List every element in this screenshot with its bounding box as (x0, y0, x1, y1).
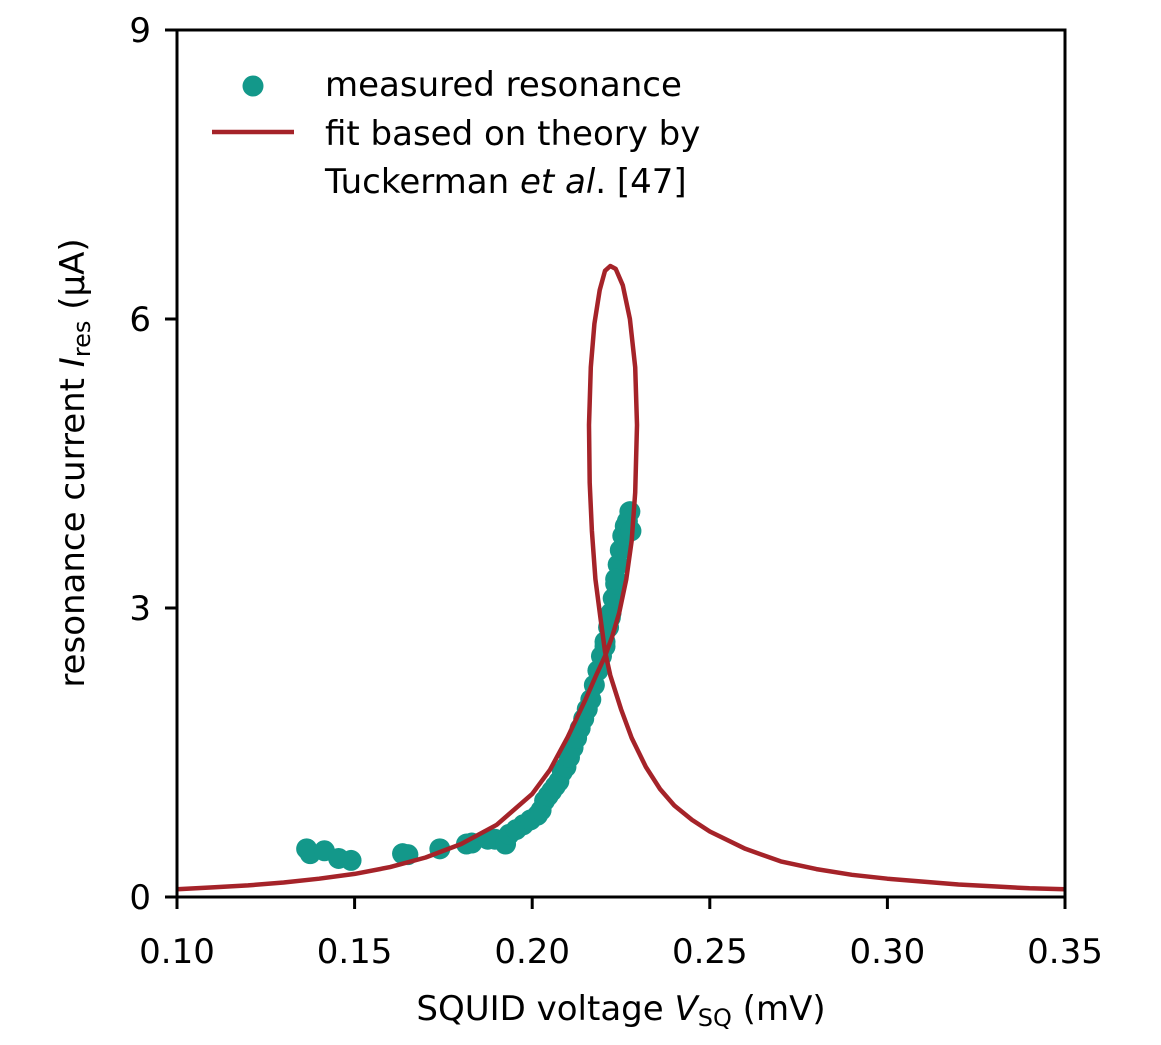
legend-label-fit-line2: Tuckerman et al. [47] (324, 162, 687, 202)
y-tick-label: 0 (129, 878, 151, 918)
x-tick-label: 0.20 (494, 932, 570, 972)
legend: measured resonance fit based on theory b… (212, 65, 700, 202)
fit-curve (176, 263, 1066, 892)
legend-marker-measured (242, 75, 264, 97)
y-axis-label: resonance current Ires (µA) (53, 238, 96, 687)
x-tick-label: 0.35 (1027, 932, 1103, 972)
x-tick-label: 0.10 (139, 932, 215, 972)
x-tick-label: 0.15 (317, 932, 393, 972)
data-point (605, 568, 627, 590)
y-tick-label: 9 (129, 11, 151, 51)
x-axis-label: SQUID voltage VSQ (mV) (416, 989, 825, 1032)
x-tick-label: 0.25 (672, 932, 748, 972)
data-point (340, 849, 362, 871)
plot-frame (175, 28, 1067, 899)
y-tick-label: 3 (129, 589, 151, 629)
data-point (619, 501, 641, 523)
x-tick-label: 0.30 (850, 932, 926, 972)
y-axis-ticks: 0 3 6 9 (129, 11, 177, 918)
legend-label-fit-line1: fit based on theory by (325, 114, 700, 154)
legend-label-measured: measured resonance (325, 65, 682, 105)
x-axis-ticks: 0.10 0.15 0.20 0.25 0.30 0.35 (139, 897, 1103, 972)
y-tick-label: 6 (129, 300, 151, 340)
